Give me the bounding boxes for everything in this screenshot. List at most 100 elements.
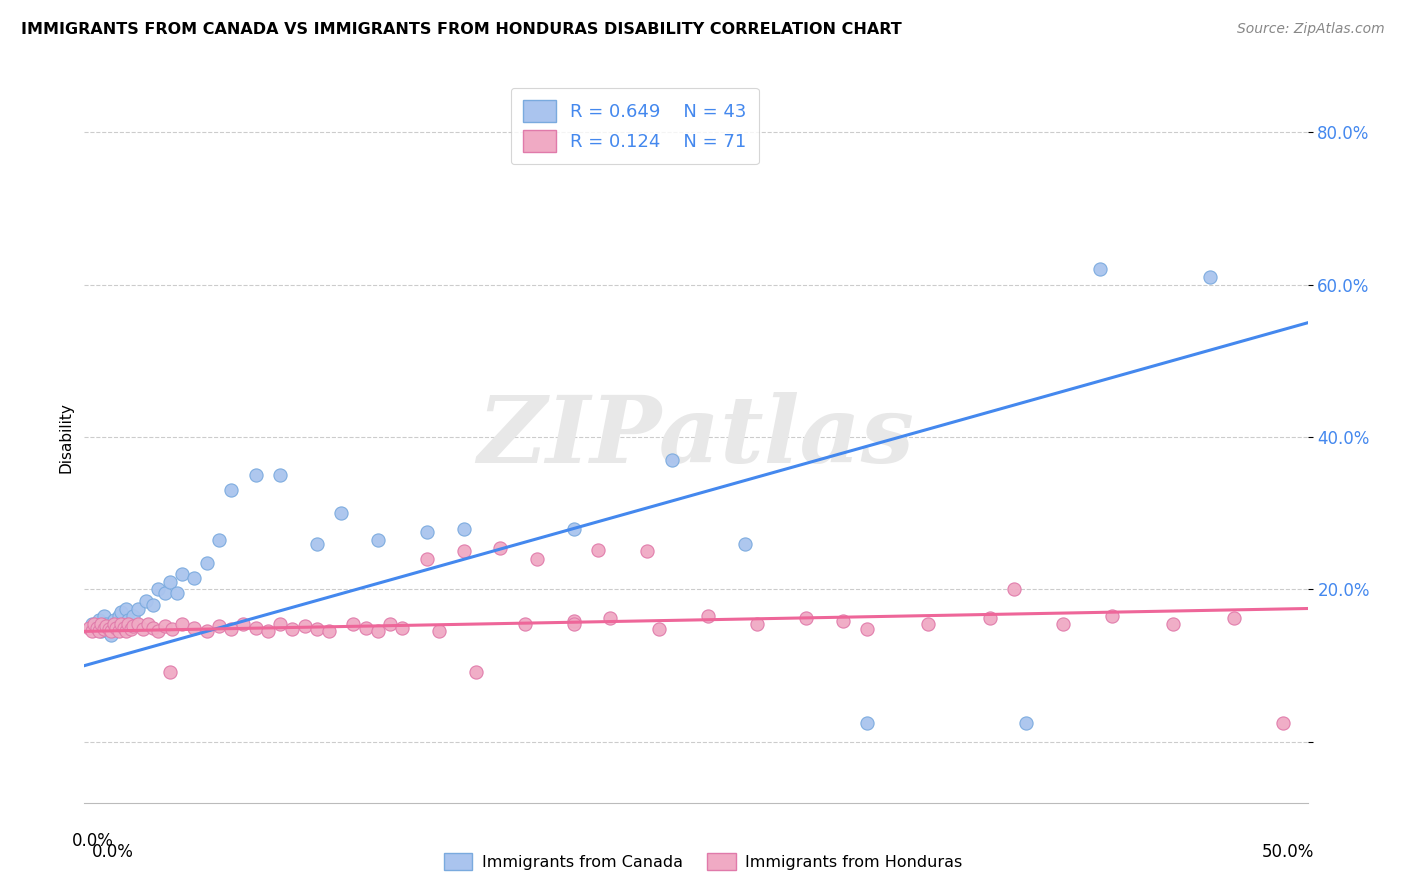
Point xyxy=(122,619,145,633)
Point xyxy=(93,622,115,636)
Point xyxy=(162,622,184,636)
Point xyxy=(747,616,769,631)
Point xyxy=(367,533,389,547)
Point xyxy=(294,619,316,633)
Point xyxy=(80,624,103,639)
Text: 50.0%: 50.0% xyxy=(1263,843,1315,861)
Point xyxy=(305,537,328,551)
Point xyxy=(100,628,122,642)
Point xyxy=(636,544,658,558)
Point xyxy=(219,483,242,498)
Point xyxy=(856,622,879,636)
Point xyxy=(794,611,817,625)
Point xyxy=(734,537,756,551)
Text: ZIPatlas: ZIPatlas xyxy=(478,392,914,482)
Point xyxy=(245,468,267,483)
Point xyxy=(1101,609,1123,624)
Point xyxy=(427,624,450,639)
Point xyxy=(115,601,138,615)
Point xyxy=(127,601,149,615)
Point xyxy=(183,571,205,585)
Point xyxy=(117,613,139,627)
Point xyxy=(159,574,181,589)
Point xyxy=(105,621,128,635)
Point xyxy=(97,622,120,636)
Point xyxy=(110,616,132,631)
Point xyxy=(453,544,475,558)
Point xyxy=(80,616,103,631)
Point xyxy=(166,586,188,600)
Y-axis label: Disability: Disability xyxy=(58,401,73,473)
Point xyxy=(856,715,879,730)
Point xyxy=(831,615,853,629)
Point xyxy=(86,621,108,635)
Point xyxy=(146,624,169,639)
Point xyxy=(416,525,439,540)
Point xyxy=(661,453,683,467)
Point xyxy=(83,616,105,631)
Point xyxy=(115,624,138,639)
Point xyxy=(87,613,110,627)
Point xyxy=(142,598,165,612)
Point xyxy=(562,615,585,629)
Point xyxy=(416,552,439,566)
Point xyxy=(153,619,176,633)
Point xyxy=(219,622,242,636)
Point xyxy=(117,616,139,631)
Point xyxy=(281,622,304,636)
Point xyxy=(1198,270,1220,285)
Legend: R = 0.649    N = 43, R = 0.124    N = 71: R = 0.649 N = 43, R = 0.124 N = 71 xyxy=(510,87,759,164)
Point xyxy=(112,616,135,631)
Point xyxy=(110,605,132,619)
Point xyxy=(245,621,267,635)
Point xyxy=(107,609,129,624)
Point xyxy=(1272,715,1295,730)
Point xyxy=(87,624,110,639)
Point xyxy=(195,556,218,570)
Point xyxy=(120,622,142,636)
Point xyxy=(122,609,145,624)
Point xyxy=(159,665,181,679)
Point xyxy=(103,616,125,631)
Point xyxy=(120,616,142,631)
Point xyxy=(453,521,475,535)
Point xyxy=(97,621,120,635)
Point xyxy=(464,665,486,679)
Point xyxy=(526,552,548,566)
Point xyxy=(380,616,402,631)
Text: 0.0%: 0.0% xyxy=(91,843,134,861)
Point xyxy=(391,621,413,635)
Point xyxy=(257,624,280,639)
Point xyxy=(172,567,194,582)
Point xyxy=(586,542,609,557)
Point xyxy=(1015,715,1038,730)
Point xyxy=(103,613,125,627)
Point xyxy=(135,594,157,608)
Text: Source: ZipAtlas.com: Source: ZipAtlas.com xyxy=(1237,22,1385,37)
Point xyxy=(107,624,129,639)
Point xyxy=(562,616,585,631)
Point xyxy=(153,586,176,600)
Point xyxy=(342,616,364,631)
Point xyxy=(136,616,159,631)
Point xyxy=(96,619,118,633)
Point xyxy=(105,616,128,631)
Point xyxy=(1052,616,1074,631)
Point xyxy=(599,611,621,625)
Point xyxy=(648,622,671,636)
Point xyxy=(305,622,328,636)
Point xyxy=(1161,616,1184,631)
Text: IMMIGRANTS FROM CANADA VS IMMIGRANTS FROM HONDURAS DISABILITY CORRELATION CHART: IMMIGRANTS FROM CANADA VS IMMIGRANTS FRO… xyxy=(21,22,901,37)
Point xyxy=(232,616,254,631)
Point xyxy=(77,621,100,635)
Point xyxy=(1002,582,1025,597)
Point xyxy=(195,624,218,639)
Point xyxy=(697,609,720,624)
Point xyxy=(269,616,291,631)
Point xyxy=(93,609,115,624)
Point xyxy=(917,616,939,631)
Point xyxy=(489,541,512,555)
Point xyxy=(318,624,340,639)
Text: 0.0%: 0.0% xyxy=(72,832,114,850)
Point xyxy=(172,616,194,631)
